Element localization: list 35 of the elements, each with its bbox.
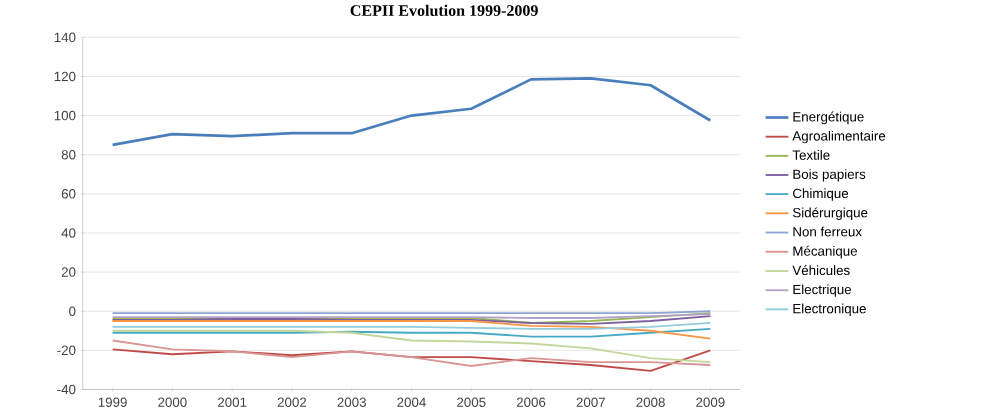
legend-label: Textile [792,149,830,160]
x-tick-label: 2004 [397,397,426,407]
x-tick-label: 2006 [516,397,546,407]
y-tick-label: 20 [61,267,76,277]
legend-label: Agroalimentaire [792,130,886,144]
x-tick-label: 2000 [158,397,187,407]
y-tick-label: 40 [61,228,76,238]
chart-title: CEPII Evolution 1999-2009 [350,4,538,16]
legend-label: Energétique [793,111,864,125]
legend-label: Mécanique [793,245,857,259]
legend-label: Véhicules [792,265,850,275]
x-tick-label: 2001 [217,397,247,407]
x-tick-label: 2008 [636,397,665,407]
legend-label: Bois papiers [793,169,866,182]
x-tick-label: 2007 [576,397,605,407]
x-tick-label: 2009 [696,397,725,407]
x-tick-label: 2005 [457,397,486,407]
line-series [111,339,712,367]
y-tick-label: -40 [57,384,76,395]
y-tick-label: 0 [69,306,76,316]
y-tick-label: 60 [61,189,76,199]
y-tick-label: 140 [54,32,76,42]
x-tick-label: 2002 [277,397,307,407]
x-tick-label: 1999 [98,397,127,407]
y-tick-label: 100 [54,110,76,121]
legend-label: Chimique [793,188,849,201]
legend-label: Non ferreux [793,226,862,237]
line-series [111,77,712,147]
y-tick-label: -20 [57,345,76,355]
legend-label: Electrique [793,284,852,297]
legend-label: Sidérurgique [792,207,868,220]
y-tick-label: 80 [61,149,76,160]
y-tick-label: 120 [54,71,76,82]
x-tick-label: 2003 [337,397,366,407]
legend-label: Electronique [793,303,866,316]
